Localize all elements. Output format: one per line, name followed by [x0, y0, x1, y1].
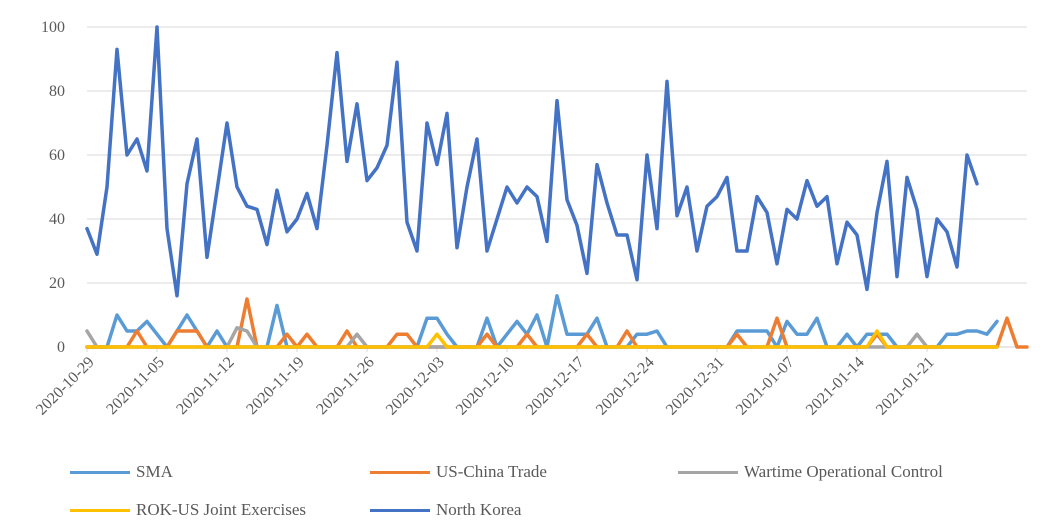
- x-tick-label: 2020-12-03: [383, 354, 448, 419]
- y-tick-label: 80: [49, 83, 65, 100]
- legend-swatch-sma: [70, 470, 130, 474]
- x-tick-label: 2021-01-14: [803, 354, 868, 419]
- series-line-sma: [85, 294, 999, 349]
- legend-label: Wartime Operational Control: [744, 462, 943, 481]
- x-tick-label: 2020-12-31: [663, 354, 728, 419]
- x-tick-label: 2020-11-05: [103, 354, 167, 418]
- x-tick-label: 2020-12-17: [523, 354, 588, 419]
- x-tick-label: 2020-11-12: [173, 354, 237, 418]
- x-tick-label: 2021-01-21: [873, 354, 938, 419]
- legend-item-us-china-trade: US-China Trade: [370, 459, 547, 485]
- y-tick-label: 40: [49, 211, 65, 228]
- legend: SMA US-China Trade Wartime Operational C…: [0, 452, 1060, 532]
- legend-swatch-north-korea: [370, 508, 430, 512]
- legend-item-sma: SMA: [70, 459, 173, 485]
- legend-label: SMA: [136, 462, 173, 481]
- legend-item-north-korea: North Korea: [370, 497, 521, 523]
- x-tick-label: 2021-01-07: [733, 354, 798, 419]
- series-line-rok-us-joint-exercises: [85, 329, 999, 349]
- y-tick-label: 60: [49, 147, 65, 164]
- series-line-us-china-trade: [85, 297, 1029, 349]
- legend-label: North Korea: [436, 500, 522, 519]
- series-line-north-korea: [85, 25, 979, 298]
- legend-item-wartime-operational-control: Wartime Operational Control: [678, 459, 943, 485]
- legend-label: US-China Trade: [436, 462, 547, 481]
- y-axis: 0 20 40 60 80 100: [41, 19, 65, 356]
- y-tick-label: 100: [41, 19, 65, 36]
- legend-item-rok-us-joint-exercises: ROK-US Joint Exercises: [70, 497, 306, 523]
- gridlines: [87, 26, 1027, 284]
- y-tick-label: 20: [49, 275, 65, 292]
- y-tick-label: 0: [57, 339, 65, 356]
- legend-swatch-rok-us-joint-exercises: [70, 508, 130, 512]
- x-tick-label: 2020-10-29: [33, 354, 98, 419]
- x-tick-label: 2020-11-26: [313, 354, 377, 418]
- x-tick-label: 2020-12-10: [453, 354, 518, 419]
- legend-swatch-us-china-trade: [370, 470, 430, 474]
- series-lines: [85, 25, 1029, 349]
- x-axis: 2020-10-29 2020-11-05 2020-11-12 2020-11-19…: [33, 346, 1027, 419]
- x-tick-label: 2020-12-24: [593, 354, 658, 419]
- x-tick-label: 2020-11-19: [243, 354, 307, 418]
- legend-swatch-wartime-operational-control: [678, 470, 738, 474]
- legend-label: ROK-US Joint Exercises: [136, 500, 306, 519]
